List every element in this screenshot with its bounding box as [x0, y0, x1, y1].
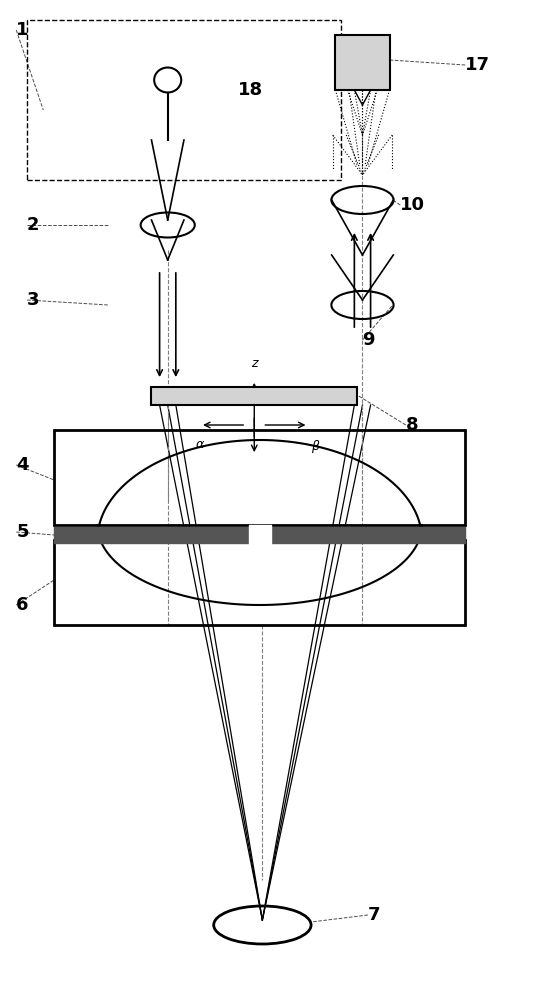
Text: 10: 10: [400, 196, 425, 214]
Bar: [335, 35, 390, 90]
Text: $\beta$: $\beta$: [311, 438, 321, 455]
Text: 4: 4: [16, 456, 29, 474]
Text: z: z: [251, 357, 258, 370]
Bar: [54, 540, 465, 625]
Text: 1: 1: [16, 21, 29, 39]
Text: 5: 5: [16, 523, 29, 541]
Text: 3: 3: [27, 291, 39, 309]
Text: 8: 8: [406, 416, 418, 434]
Text: 9: 9: [362, 331, 375, 349]
Text: 17: 17: [465, 56, 490, 74]
Text: 2: 2: [27, 216, 39, 234]
Bar: [151, 387, 357, 405]
Text: 6: 6: [16, 596, 29, 614]
Bar: [27, 20, 341, 180]
Text: 7: 7: [368, 906, 380, 924]
Bar: [54, 430, 465, 525]
Text: 18: 18: [238, 81, 263, 99]
Text: $\alpha$: $\alpha$: [195, 438, 205, 451]
